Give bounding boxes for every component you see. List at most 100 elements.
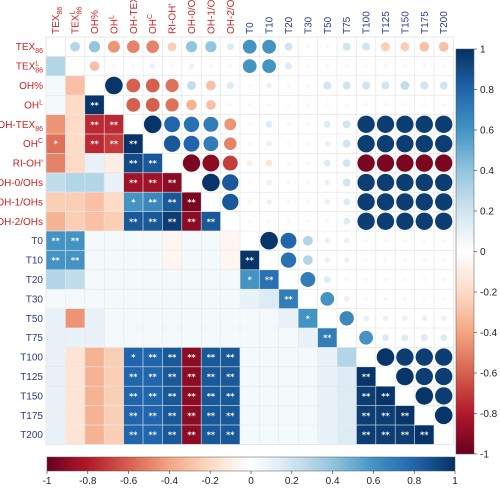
correlation-circle-TEX86L-OH-TEX86 [131, 64, 136, 69]
correlation-square-T100-OH-1/OHs [201, 347, 221, 367]
correlation-square-T150-OH-TEX86 [123, 386, 143, 406]
correlation-circle-OH-0/OHs-T75 [342, 178, 351, 187]
correlation-square-T200-T0 [240, 425, 260, 445]
correlation-square-T50-TEX86L [65, 308, 85, 328]
correlation-circle-OH%-OH-TEX86 [126, 78, 141, 93]
correlation-circle-T10-T200 [441, 258, 446, 263]
significance-mark: ** [226, 353, 235, 362]
significance-mark: ** [52, 256, 61, 265]
correlation-circle-T10-T30 [303, 255, 313, 265]
correlation-circle-OH%-T125 [381, 81, 390, 90]
correlation-square-OH-L-TEX86 [46, 95, 66, 115]
correlation-square-RI-OH'-OH-C [143, 153, 163, 173]
axis-label-oh-: OH% [90, 10, 101, 34]
correlation-square-T75-OH-2/OHs [220, 328, 240, 348]
correlation-square-OH-2/OHs-OH-1/OHs [201, 211, 221, 231]
correlation-circle-TEX86-T200 [438, 41, 449, 52]
correlation-circle-OH-2/OHs-T10 [267, 219, 272, 224]
significance-mark: ** [187, 431, 196, 440]
correlation-circle-OH-TEX86-OH-0/OHs [183, 116, 200, 133]
correlation-circle-OH-TEX86-OH-C [143, 115, 162, 134]
correlation-square-T125-T30 [298, 367, 318, 386]
significance-mark: ** [284, 295, 293, 304]
correlation-square-T175-T100 [356, 405, 376, 425]
correlation-circle-TEX86-T50 [325, 44, 330, 49]
correlation-circle-TEX86-TEX86L [70, 41, 80, 52]
correlation-circle-OH%-T20 [286, 83, 291, 88]
correlation-circle-RI-OH'-T150 [396, 154, 414, 172]
correlation-circle-RI-OH'-T100 [357, 154, 375, 172]
significance-mark: ** [401, 411, 410, 420]
correlation-square-OH-1/OHs-TEX86L [65, 192, 85, 212]
significance-mark: ** [401, 431, 410, 440]
correlation-circle-T50-T75 [339, 311, 354, 326]
correlation-square-T30-OH-C [143, 289, 163, 309]
significance-mark: ** [323, 334, 332, 343]
correlation-circle-OH-0/OHs-T100 [357, 173, 375, 192]
correlation-circle-T0-T20 [280, 232, 297, 249]
axis-label-t0: T0 [245, 22, 256, 34]
correlation-circle-T100-T200 [435, 348, 453, 366]
significance-mark: ** [381, 431, 390, 440]
correlation-square-RI-OH'-OH-L [104, 153, 124, 173]
correlation-square-OH-0/OHs-OH-L [104, 173, 124, 192]
correlation-circle-T20-T50 [323, 276, 331, 283]
correlation-square-T75-OH-1/OHs [201, 328, 221, 348]
correlation-circle-OH-C-T200 [435, 135, 453, 153]
correlation-square-T100-OH% [85, 347, 104, 367]
correlation-circle-OH-C-T30 [305, 141, 310, 146]
correlation-circle-TEX86L-OH-2/OHs [228, 64, 233, 69]
significance-mark: ** [381, 392, 390, 401]
correlation-circle-RI-OH'-OH-0/OHs [182, 154, 201, 172]
correlation-circle-OH-C-T150 [396, 135, 414, 153]
correlation-square-T100-OH-L [104, 347, 124, 367]
significance-mark: ** [207, 353, 216, 362]
correlation-circle-T0-T200 [441, 238, 446, 243]
correlation-square-T150-TEX86L [65, 386, 85, 406]
correlation-square-T75-OH-C [143, 328, 163, 348]
correlation-circle-OH-C-OH-1/OHs [203, 136, 219, 152]
correlation-square-T10-OH-2/OHs [220, 250, 240, 270]
significance-mark: ** [362, 411, 371, 420]
correlation-circle-OH-1/OHs-T10 [266, 199, 272, 205]
significance-mark: ** [381, 411, 390, 420]
correlation-square-T150-T10 [259, 386, 279, 406]
correlation-circle-T125-T150 [396, 367, 414, 386]
correlation-square-T175-T50 [317, 405, 337, 425]
correlation-circle-OH-2/OHs-T200 [435, 212, 453, 230]
correlation-square-T150-T50 [317, 386, 337, 406]
correlation-square-T10-OH-TEX86 [123, 250, 143, 270]
significance-mark: ** [90, 120, 99, 129]
correlation-circle-RI-OH'-OH-1/OHs [202, 154, 220, 172]
correlation-circle-OH-C-T50 [324, 140, 331, 147]
correlation-square-T75-RI-OH' [162, 328, 182, 348]
correlation-circle-OH-2/OHs-T75 [343, 217, 351, 225]
correlation-square-T150-T20 [279, 386, 298, 406]
significance-mark: ** [168, 179, 177, 188]
significance-mark: ** [207, 431, 216, 440]
significance-mark: ** [129, 159, 138, 168]
correlation-square-T175-OH% [85, 405, 104, 425]
significance-mark: ** [187, 198, 196, 207]
correlation-circle-OH-0/OHs-T175 [415, 173, 433, 192]
correlation-circle-OH-TEX86-T200 [435, 115, 453, 133]
correlation-circle-OH-2/OHs-T30 [305, 219, 310, 224]
correlation-square-T175-T125 [376, 405, 395, 425]
correlation-circle-OH-L-OH-0/OHs [186, 99, 197, 111]
correlation-circle-T75-T125 [382, 334, 389, 342]
significance-mark: ** [149, 179, 158, 188]
significance-mark: ** [129, 392, 138, 401]
axis-label-t150: T150 [20, 391, 43, 402]
correlation-square-T75-OH% [85, 328, 104, 348]
significance-mark: ** [129, 140, 138, 149]
significance-mark: ** [265, 276, 274, 285]
correlation-square-T200-T10 [259, 425, 279, 445]
correlation-square-T200-T175 [414, 425, 434, 445]
correlation-circle-TEX86-OH-L [107, 40, 120, 53]
correlation-circle-OH-L-OH-TEX86 [126, 98, 141, 112]
correlation-square-T75-T30 [298, 328, 318, 348]
correlation-square-T75-T50 [317, 328, 337, 348]
significance-mark: ** [246, 256, 255, 265]
correlation-circle-T125-T175 [415, 367, 433, 386]
